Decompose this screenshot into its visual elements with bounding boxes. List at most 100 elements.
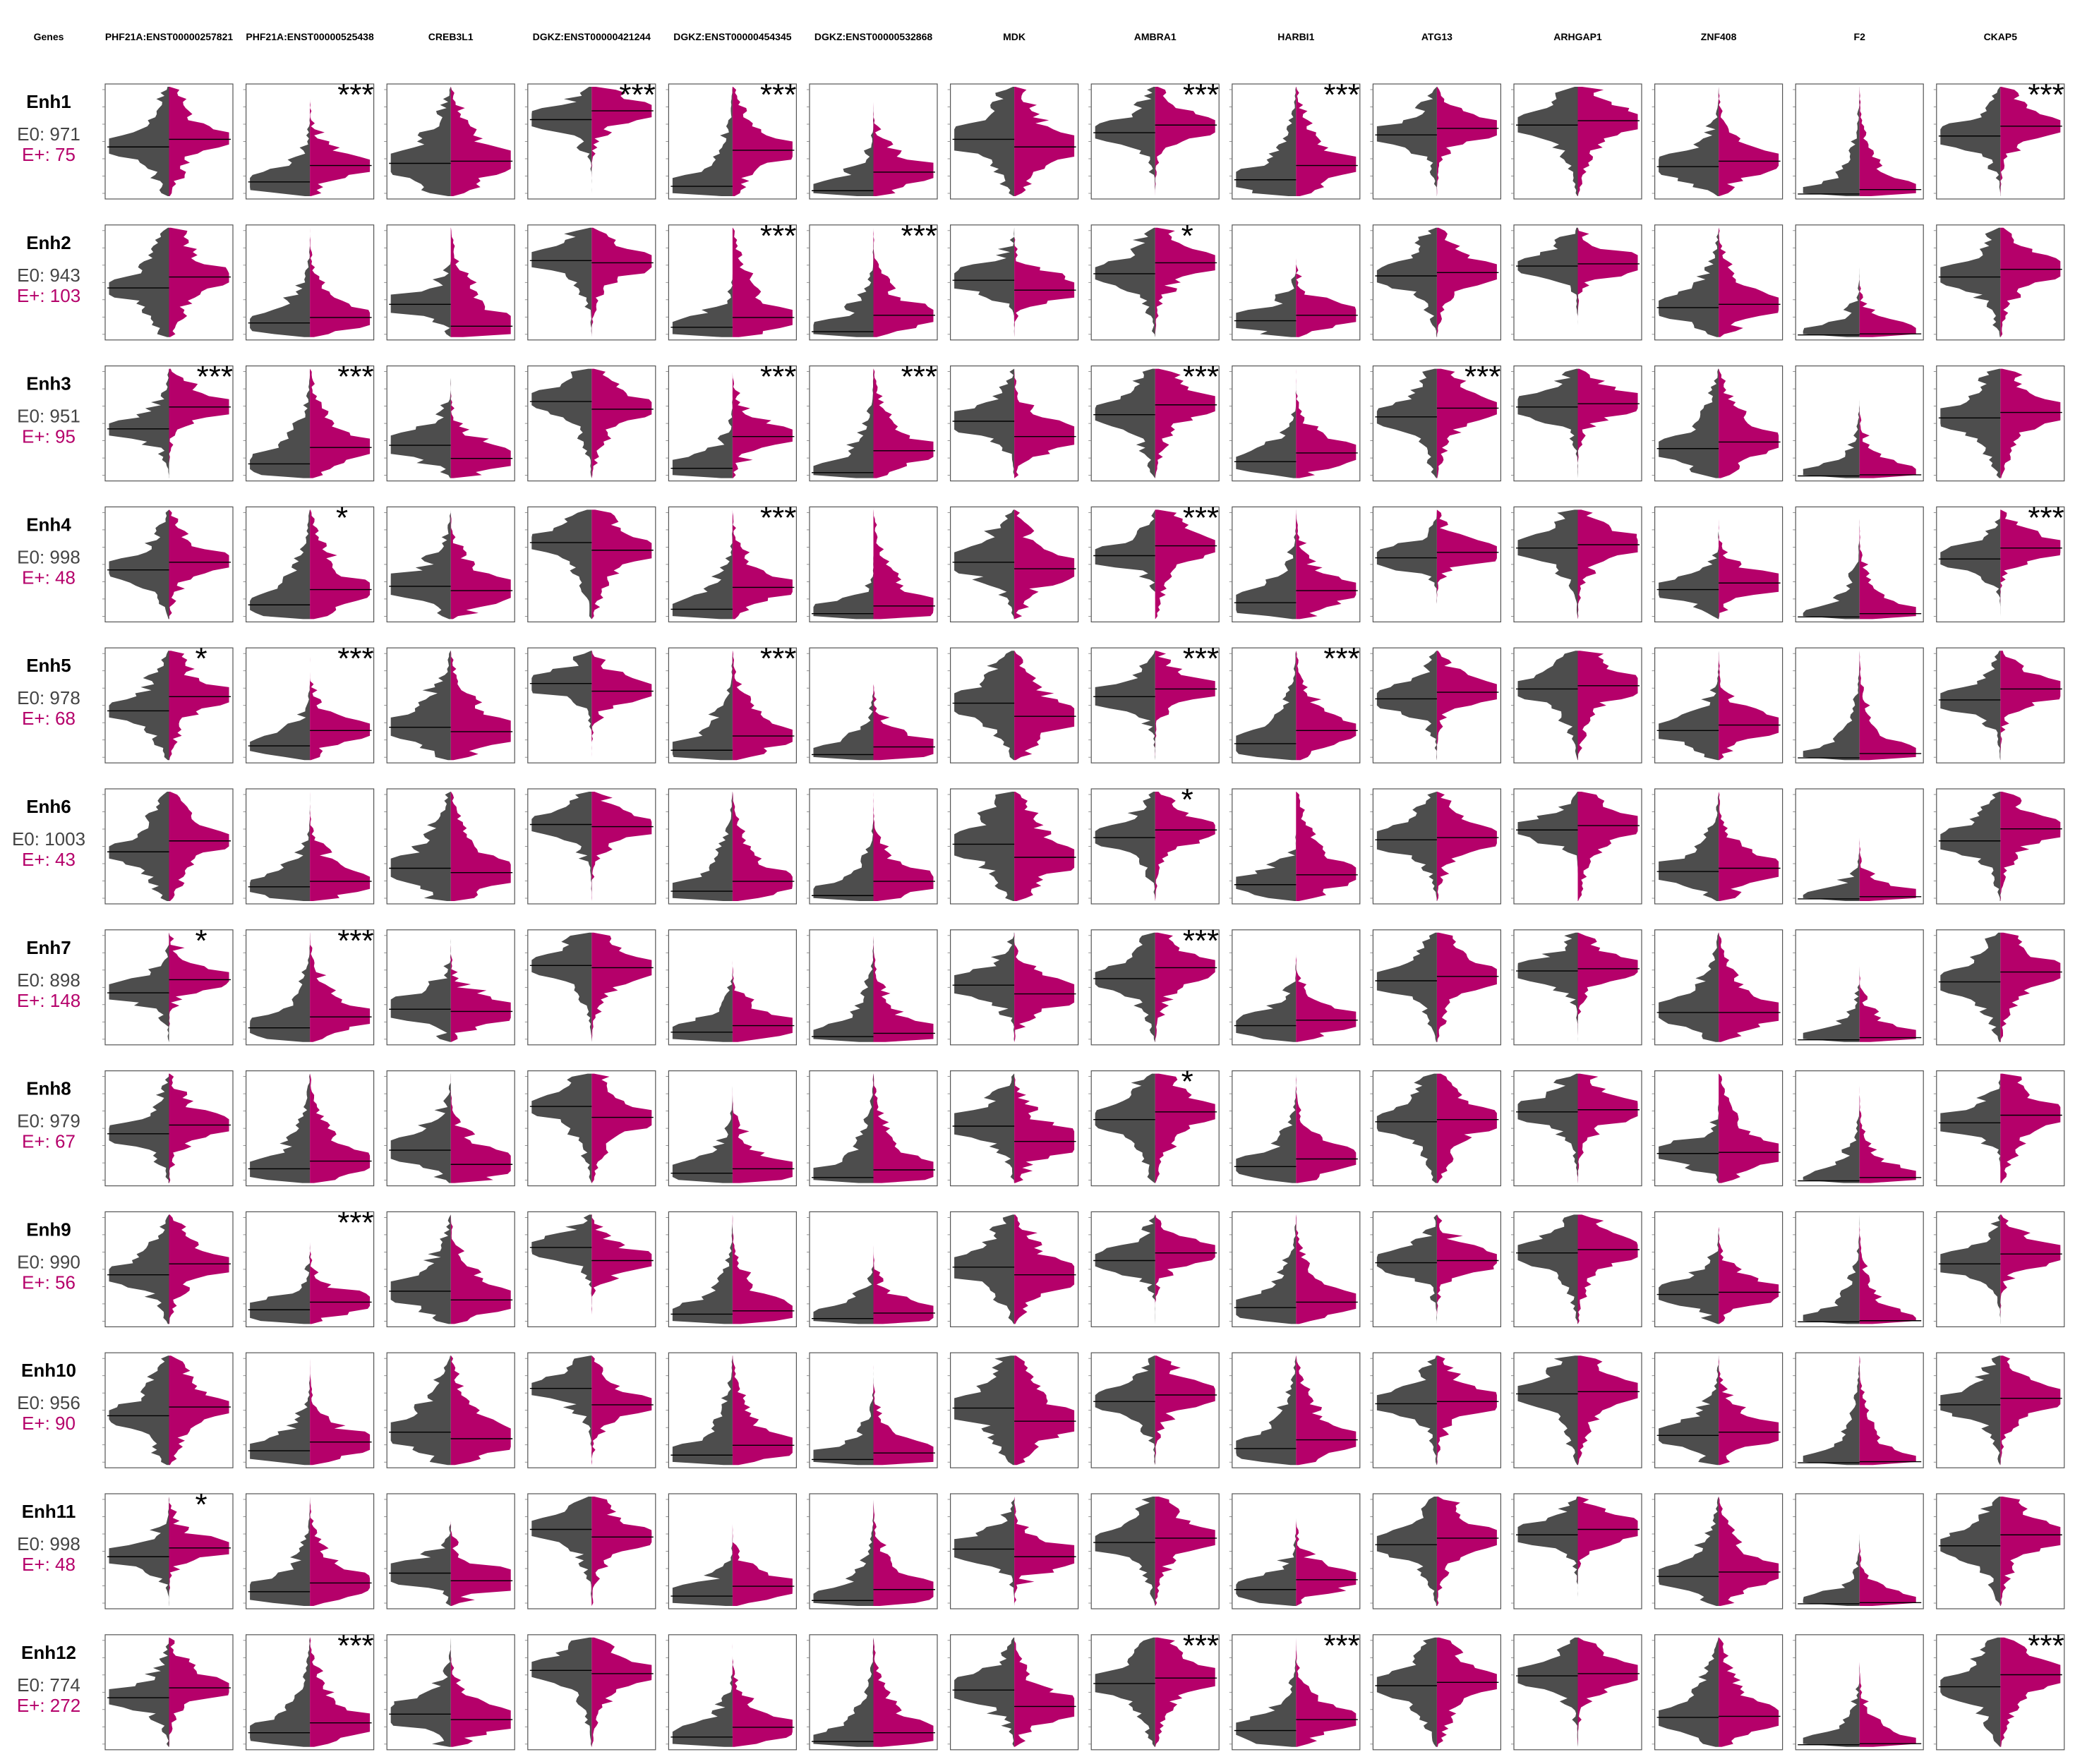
violin-panel: ***: [666, 78, 798, 200]
violin-half-eplus: [2000, 509, 2061, 620]
violin-half-eplus: [591, 368, 652, 478]
violin-panel: [1793, 506, 1924, 623]
violin-half-e0: [531, 792, 592, 901]
violin-half-e0: [1517, 651, 1578, 761]
violin-half-e0: [1095, 651, 1155, 761]
violin-half-eplus: [450, 509, 511, 620]
violin-half-e0: [813, 792, 874, 901]
significance-marker: ***: [337, 78, 373, 112]
violin-panel: [1793, 1352, 1924, 1468]
violin-half-e0: [954, 227, 1015, 337]
violin-half-eplus: [1296, 227, 1357, 337]
violin-half-eplus: [310, 1073, 371, 1183]
violin-half-eplus: [1577, 1497, 1638, 1606]
violin-panel: [1229, 1493, 1361, 1609]
violin-half-eplus: [1859, 932, 1916, 1042]
violin-half-e0: [390, 1497, 451, 1606]
violin-panel: [1511, 929, 1642, 1046]
violin-half-e0: [531, 509, 592, 620]
violin-panel: [524, 1493, 656, 1609]
violin-half-e0: [813, 932, 874, 1042]
violin-half-eplus: [732, 368, 793, 478]
violin-half-eplus: [873, 509, 934, 620]
violin-panel: *: [1088, 783, 1220, 905]
violin-half-e0: [531, 932, 592, 1042]
row-count-e0: E0: 971: [17, 123, 80, 145]
violin-half-e0: [1940, 792, 2001, 901]
violin-half-e0: [1940, 87, 2001, 196]
violin-panel: [1793, 1070, 1924, 1187]
violin-half-eplus: [873, 1637, 934, 1747]
violin-half-eplus: [873, 1355, 934, 1466]
violin-half-eplus: [1436, 509, 1497, 620]
violin-panel: [1793, 647, 1924, 763]
violin-half-eplus: [1577, 1355, 1638, 1466]
violin-half-eplus: [450, 1497, 511, 1606]
violin-half-eplus: [1577, 651, 1638, 761]
violin-half-e0: [1940, 1214, 2001, 1324]
violin-half-eplus: [732, 1214, 793, 1324]
violin-half-eplus: [1436, 1355, 1497, 1466]
violin-panel: [1793, 365, 1924, 482]
violin-half-eplus: [1719, 87, 1779, 196]
violin-panel: [1511, 365, 1642, 482]
row-count-eplus: E+: 68: [22, 708, 76, 729]
violin-half-e0: [1517, 1497, 1578, 1606]
violin-panel: ***: [1229, 78, 1361, 200]
significance-marker: ***: [1183, 924, 1219, 958]
violin-half-eplus: [591, 1073, 652, 1183]
row-count-e0: E0: 1003: [12, 828, 85, 850]
violin-half-eplus: [1859, 1497, 1916, 1606]
violin-panel: [947, 506, 1079, 623]
violin-half-e0: [1236, 87, 1297, 196]
violin-half-eplus: [591, 1214, 652, 1324]
column-header: DGKZ:ENST00000532868: [814, 31, 933, 42]
violin-half-eplus: [1719, 1637, 1779, 1747]
violin-half-e0: [672, 1214, 733, 1324]
violin-panel: [243, 1493, 375, 1609]
column-header: MDK: [1003, 31, 1026, 42]
violin-half-eplus: [2000, 792, 2061, 901]
violin-half-e0: [1095, 1214, 1155, 1324]
violin-half-e0: [1376, 509, 1437, 620]
violin-half-e0: [954, 509, 1015, 620]
row-count-e0: E0: 998: [17, 1533, 80, 1554]
violin-half-eplus: [450, 368, 511, 478]
violin-half-e0: [390, 792, 451, 901]
violin-half-eplus: [310, 1214, 371, 1324]
violin-panel: ***: [243, 641, 375, 763]
significance-marker: ***: [337, 1205, 373, 1240]
violin-panel: [1370, 83, 1502, 200]
column-header: HARBI1: [1277, 31, 1314, 42]
violin-half-eplus: [310, 368, 371, 478]
violin-half-e0: [1803, 509, 1860, 620]
violin-half-eplus: [873, 651, 934, 761]
violin-half-eplus: [732, 932, 793, 1042]
violin-panel: [1370, 788, 1502, 905]
violin-panel: [1370, 929, 1502, 1046]
column-header: PHF21A:ENST00000525438: [246, 31, 374, 42]
violin-half-eplus: [450, 932, 511, 1042]
violin-half-eplus: [1577, 509, 1638, 620]
violin-panel: ***: [1088, 924, 1220, 1046]
violin-panel: [524, 788, 656, 905]
violin-half-e0: [954, 1497, 1015, 1606]
violin-panel: [1933, 224, 2065, 341]
violin-half-eplus: [310, 509, 371, 620]
violin-panel: ***: [1933, 500, 2065, 623]
violin-panel: [1370, 1070, 1502, 1187]
violin-half-e0: [1376, 1214, 1437, 1324]
violin-half-eplus: [1155, 509, 1215, 620]
violin-half-eplus: [591, 792, 652, 901]
violin-panel: [1652, 929, 1784, 1046]
violin-panel: [807, 647, 938, 763]
violin-panel: [1652, 1493, 1784, 1609]
violin-panel: [102, 1634, 234, 1751]
violin-half-eplus: [1155, 1355, 1215, 1466]
violin-panel: ***: [1088, 1629, 1220, 1751]
violin-half-e0: [250, 1355, 311, 1466]
violin-panel: [1370, 647, 1502, 763]
violin-half-e0: [1803, 932, 1860, 1042]
violin-half-e0: [390, 227, 451, 337]
row-count-eplus: E+: 56: [22, 1271, 76, 1293]
